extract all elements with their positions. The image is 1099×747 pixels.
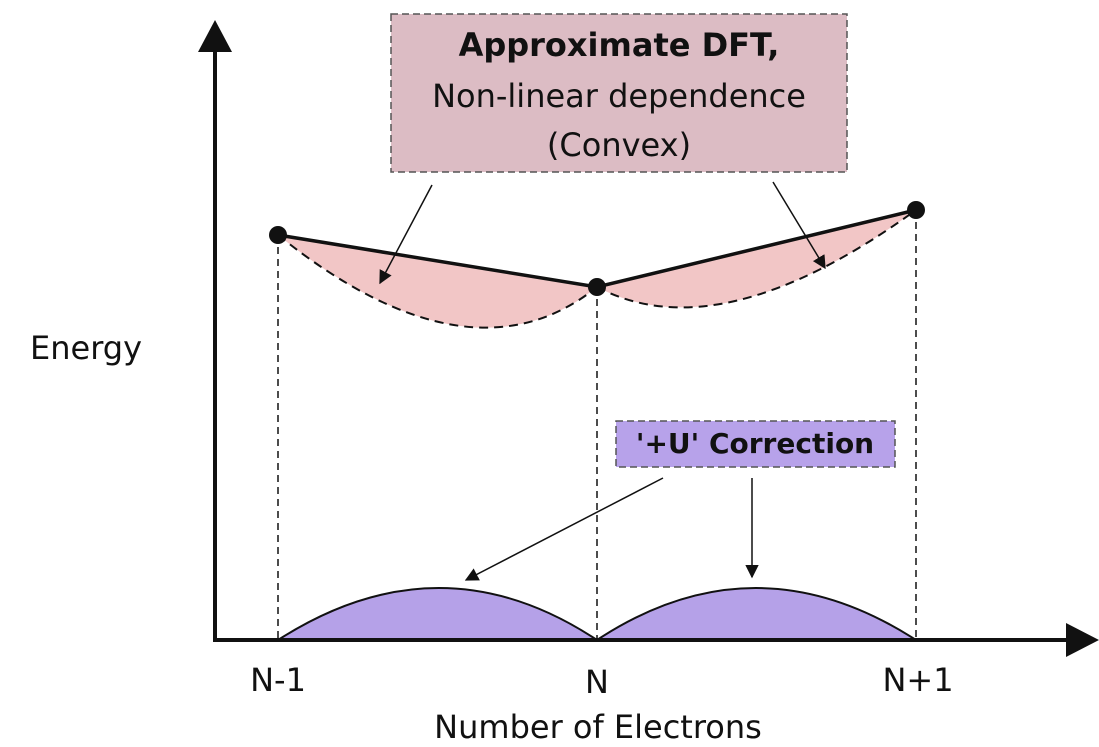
x-tick: N+1 [882,661,953,699]
x-tick: N-1 [250,661,306,699]
x-arrow [1066,623,1099,657]
u-hump-left [274,587,601,641]
u-box [615,420,896,468]
dft-curve-right [596,209,917,309]
point [269,226,287,244]
dft-region-left [278,235,597,328]
dft-curve-left [277,234,598,329]
dft-region-right [597,210,916,308]
y-label: Energy [30,329,142,367]
guide-lines [277,210,917,640]
x-tick: N [585,663,609,701]
arrows [379,181,826,581]
x-label: Number of Electrons [434,708,762,746]
dft-line: Non-linear dependence [432,77,806,115]
point [907,201,925,219]
y-arrow [198,20,232,52]
dft-line: (Convex) [547,126,691,164]
dft-box [390,13,848,173]
u-hump-right [593,587,920,641]
u-label: '+U' Correction [636,427,874,460]
point [588,278,606,296]
dft-title: Approximate DFT, [459,26,780,64]
